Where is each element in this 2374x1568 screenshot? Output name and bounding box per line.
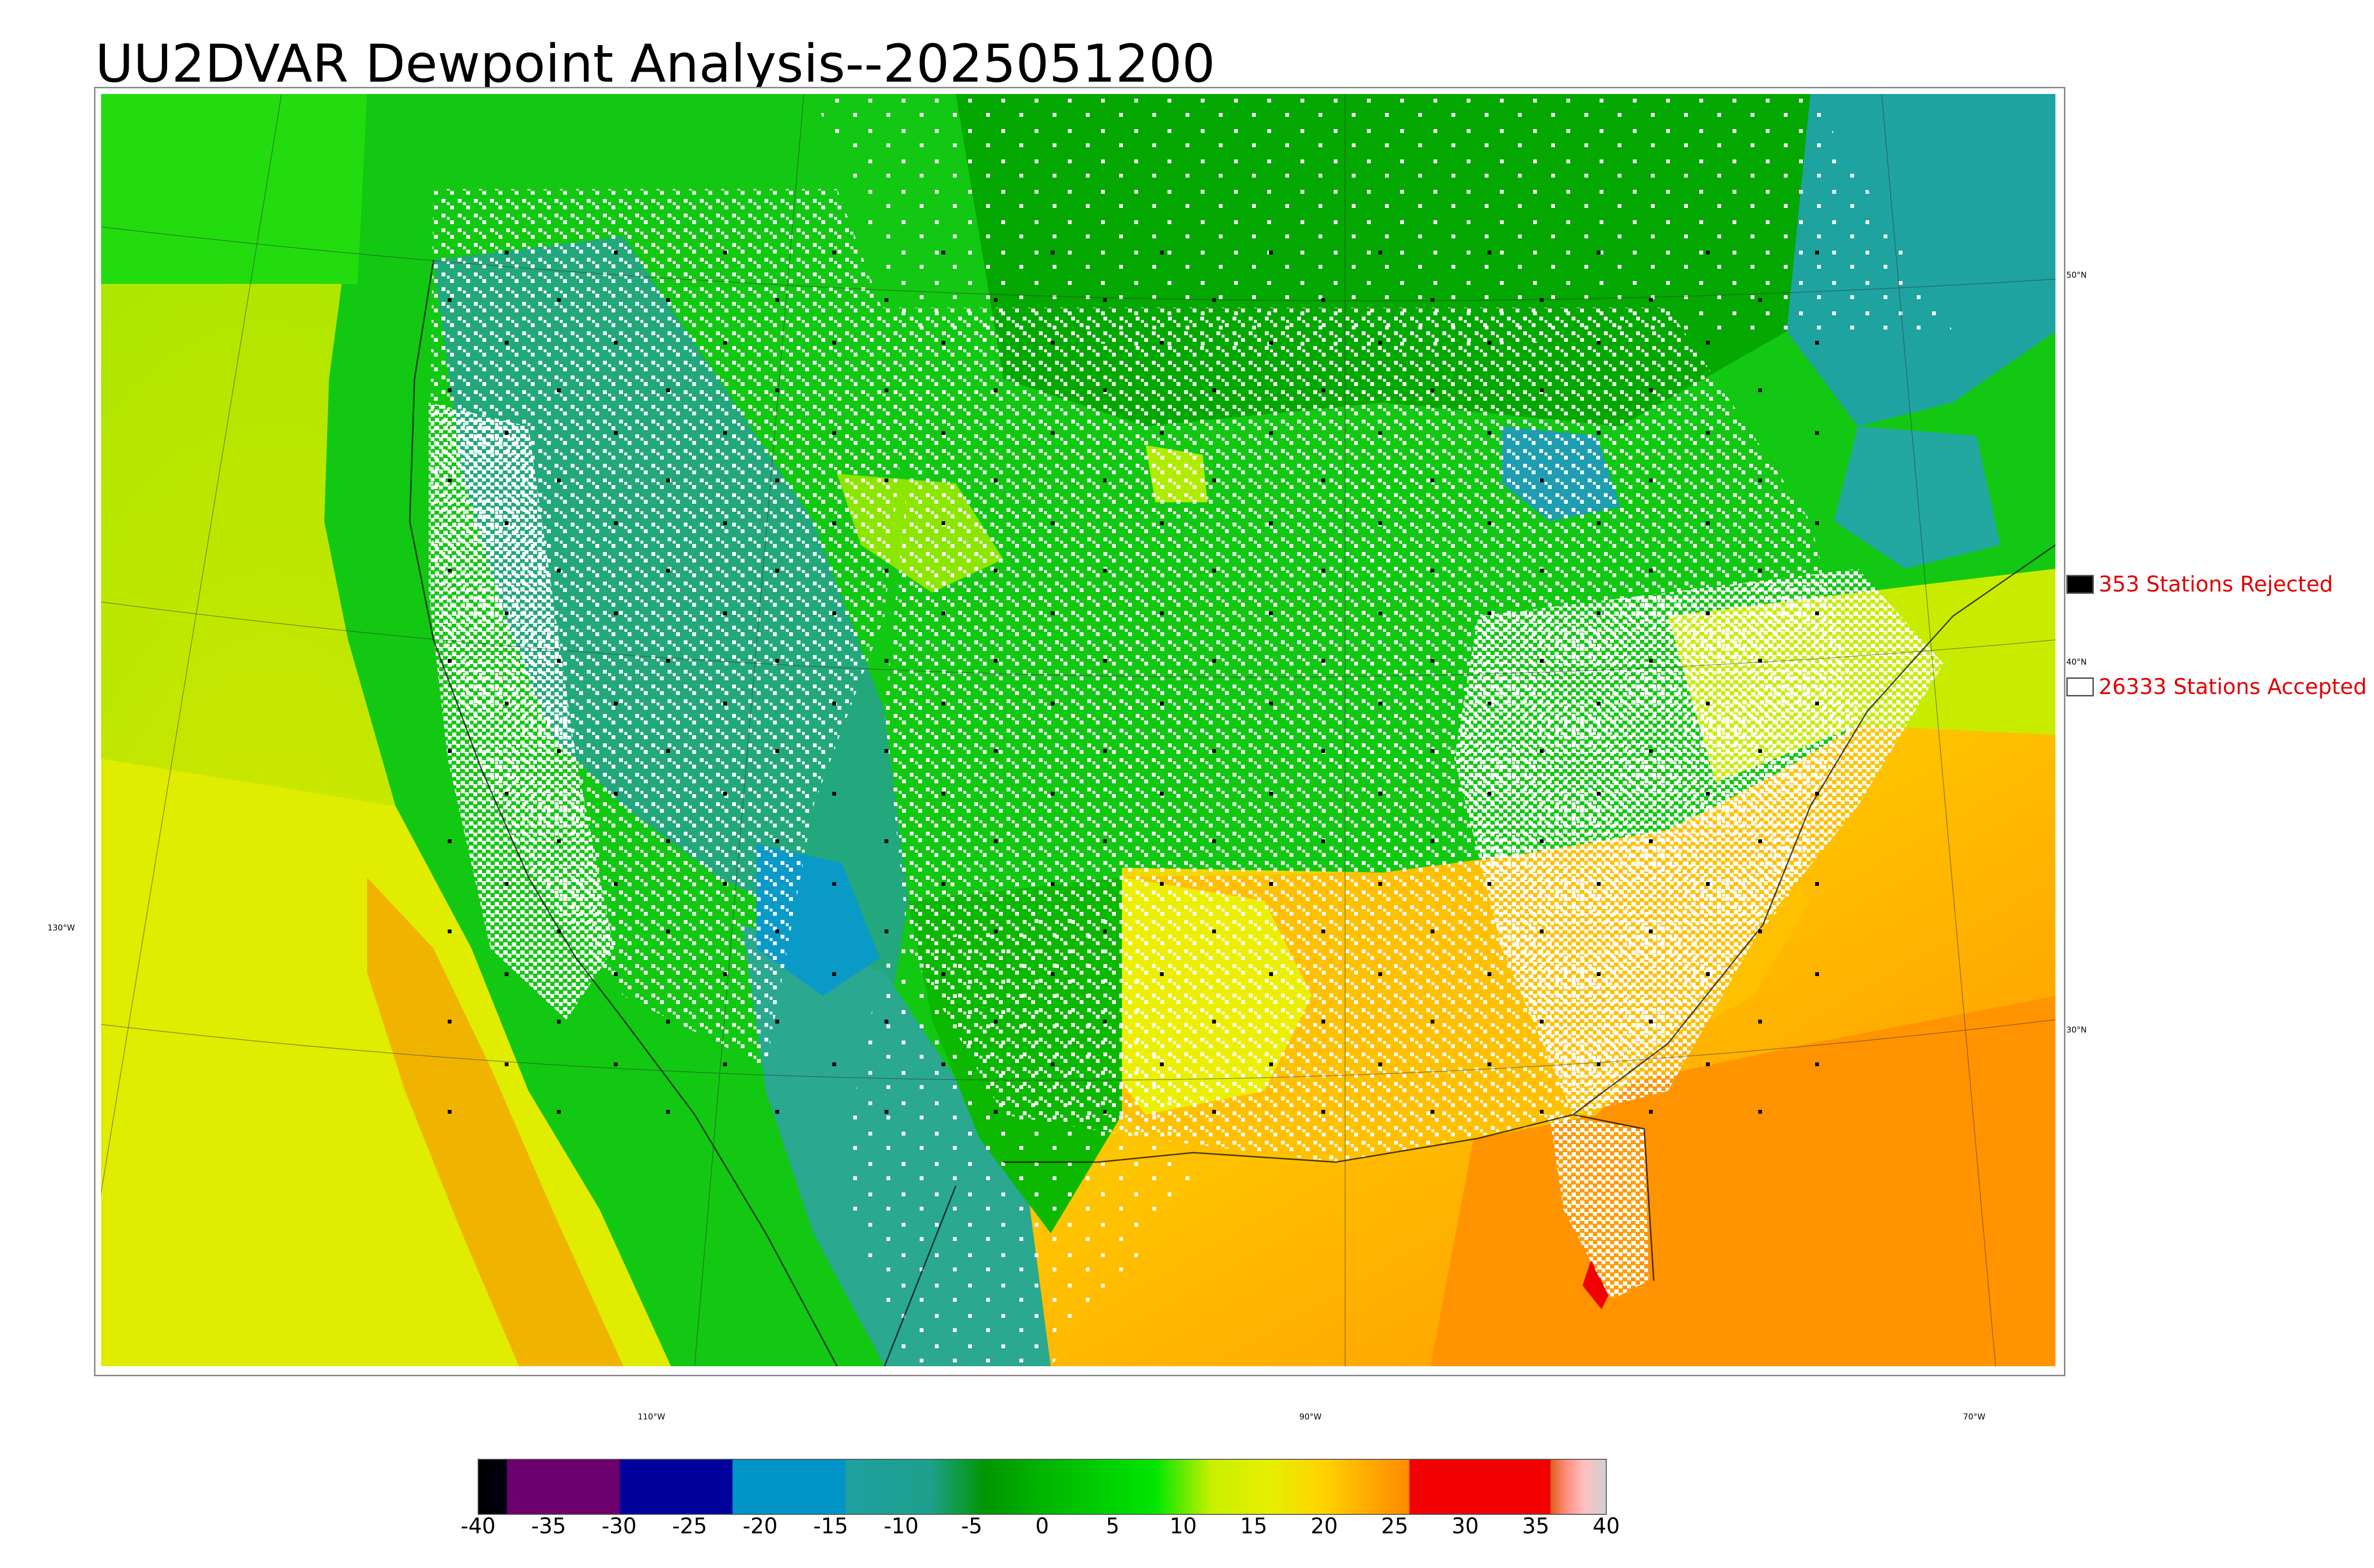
- accepted-swatch: [2066, 677, 2094, 696]
- rejected-swatch: [2066, 574, 2094, 594]
- colorbar-tick-label: -40: [461, 1513, 496, 1539]
- rejected-stations: [433, 236, 1858, 1115]
- lat-label-50n: 50°N: [2066, 271, 2087, 280]
- colorbar-tick-label: 30: [1451, 1513, 1479, 1539]
- south-florida-hot-spot: [1583, 1257, 1611, 1309]
- graticule: [101, 94, 2055, 1366]
- new-england-region: [1834, 426, 2000, 569]
- colorbar-tick-label: -15: [813, 1513, 848, 1539]
- colorbar-tick-label: 10: [1169, 1513, 1197, 1539]
- chart-title: UU2DVAR Dewpoint Analysis--2025051200: [95, 33, 1215, 94]
- legend-accepted: 26333 Stations Accepted: [2066, 674, 2367, 699]
- colorbar-tick-label: -30: [602, 1513, 637, 1539]
- baja-warm-region: [367, 877, 623, 1366]
- colorbar-tick-label: 35: [1522, 1513, 1550, 1539]
- colorbar-tick-label: 40: [1592, 1513, 1620, 1539]
- colorbar-tick-label: 15: [1240, 1513, 1268, 1539]
- colorbar-tick-label: 20: [1310, 1513, 1338, 1539]
- colorbar-tick-label: 5: [1106, 1513, 1120, 1539]
- rejected-label: 353 Stations Rejected: [2099, 572, 2333, 597]
- legend-rejected: 353 Stations Rejected: [2066, 572, 2333, 597]
- colorbar-tick-label: -10: [884, 1513, 919, 1539]
- accepted-label: 26333 Stations Accepted: [2099, 674, 2367, 699]
- lat-label-40n: 40°N: [2066, 657, 2087, 667]
- colorbar-tick-label: -20: [743, 1513, 778, 1539]
- lon-label-130w: 130°W: [47, 923, 75, 933]
- colorbar: [478, 1459, 1607, 1515]
- colorbar-tick-label: -25: [672, 1513, 707, 1539]
- lon-label-90w: 90°W: [1299, 1412, 1322, 1422]
- lon-label-70w: 70°W: [1963, 1412, 1986, 1422]
- colorbar-tick-label: -5: [961, 1513, 982, 1539]
- lat-label-30n: 30°N: [2066, 1025, 2087, 1035]
- coastlines: [409, 260, 2055, 1366]
- lon-label-110w: 110°W: [638, 1412, 665, 1422]
- dewpoint-map: [101, 94, 2055, 1366]
- colorbar-tick-label: -35: [531, 1513, 566, 1539]
- pacific-north-region: [101, 94, 367, 284]
- colorbar-tick-label: 0: [1035, 1513, 1049, 1539]
- colorbar-tick-label: 25: [1381, 1513, 1409, 1539]
- florida-stations: [1549, 1115, 1649, 1300]
